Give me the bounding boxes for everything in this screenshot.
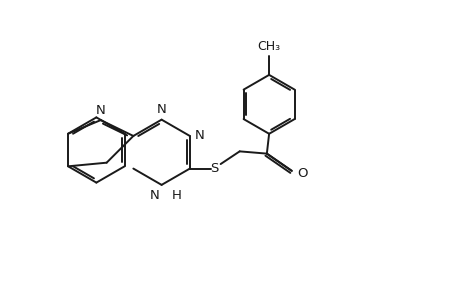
- Text: H: H: [171, 189, 181, 203]
- Text: O: O: [297, 167, 308, 180]
- Text: S: S: [210, 162, 218, 175]
- Text: N: N: [194, 130, 204, 142]
- Text: N: N: [95, 104, 106, 117]
- Text: N: N: [149, 189, 159, 203]
- Text: N: N: [157, 103, 166, 116]
- Text: CH₃: CH₃: [257, 40, 280, 53]
